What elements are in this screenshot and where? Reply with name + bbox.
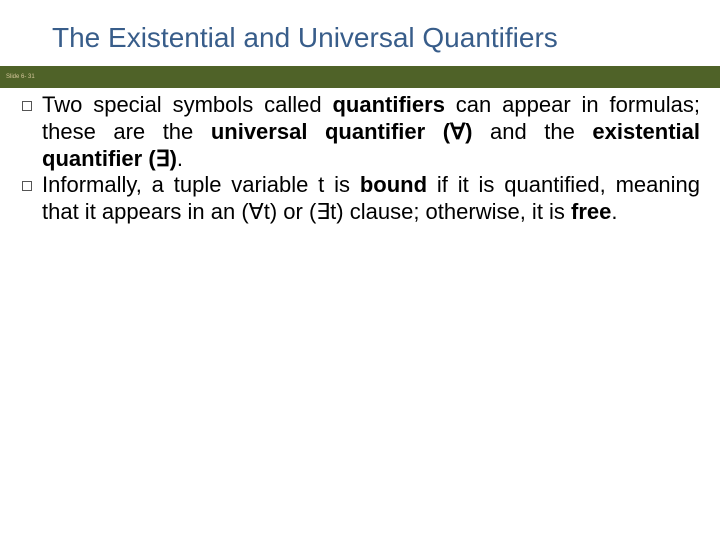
- slide-number-badge: Slide 6- 31: [0, 74, 35, 81]
- slide-title: The Existential and Universal Quantifier…: [0, 0, 720, 66]
- bullet-text: Informally, a tuple variable t is bound …: [42, 172, 700, 226]
- bullet-marker-icon: [22, 181, 32, 191]
- slide-body: Two special symbols called quantifiers c…: [0, 88, 720, 226]
- bullet-text: Two special symbols called quantifiers c…: [42, 92, 700, 172]
- bullet-marker-icon: [22, 101, 32, 111]
- bullet-item: Informally, a tuple variable t is bound …: [20, 172, 700, 226]
- bullet-item: Two special symbols called quantifiers c…: [20, 92, 700, 172]
- slide-badge-bar: Slide 6- 31: [0, 66, 720, 88]
